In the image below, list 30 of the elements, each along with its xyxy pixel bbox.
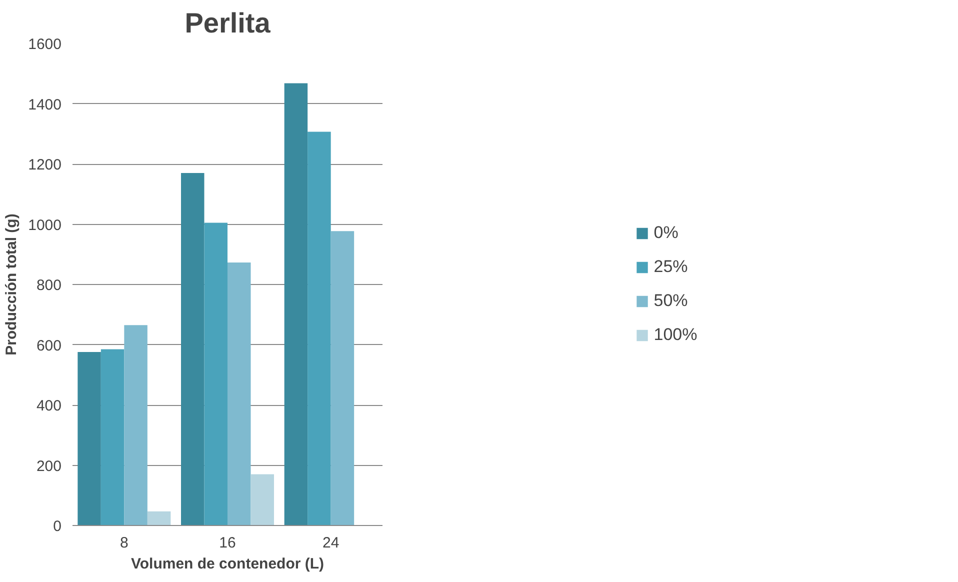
y-tick-label: 800	[36, 277, 62, 294]
legend-label: 50%	[654, 291, 688, 311]
bar	[181, 173, 204, 526]
bar	[204, 222, 228, 526]
bar	[147, 511, 171, 526]
x-tick-label: 16	[219, 534, 236, 552]
y-tick-label: 200	[36, 458, 62, 475]
y-tick-label: 1000	[28, 216, 62, 234]
x-tick-label: 8	[120, 534, 128, 552]
legend-label: 0%	[654, 223, 678, 243]
bar	[330, 231, 354, 526]
bar	[228, 262, 251, 526]
bar	[124, 325, 148, 526]
y-tick-label: 400	[36, 398, 62, 414]
y-tick-label: 1200	[28, 156, 62, 174]
bar	[284, 83, 308, 526]
bar	[100, 349, 124, 526]
legend-label: 25%	[654, 257, 688, 277]
bar	[78, 352, 101, 526]
x-tick-label: 24	[322, 534, 340, 552]
y-tick-label: 0	[53, 518, 62, 535]
y-axis-title: Producción total (g)	[3, 214, 20, 356]
y-tick-label: 600	[36, 337, 62, 354]
y-tick-label: 1400	[28, 96, 62, 114]
legend-label: 100%	[654, 325, 698, 345]
y-tick-label: 1600	[28, 36, 62, 53]
bar	[250, 474, 274, 526]
x-axis-title: Volumen de contenedor (L)	[130, 556, 324, 572]
chart-title: Perlita	[184, 8, 271, 38]
bar	[308, 132, 331, 526]
